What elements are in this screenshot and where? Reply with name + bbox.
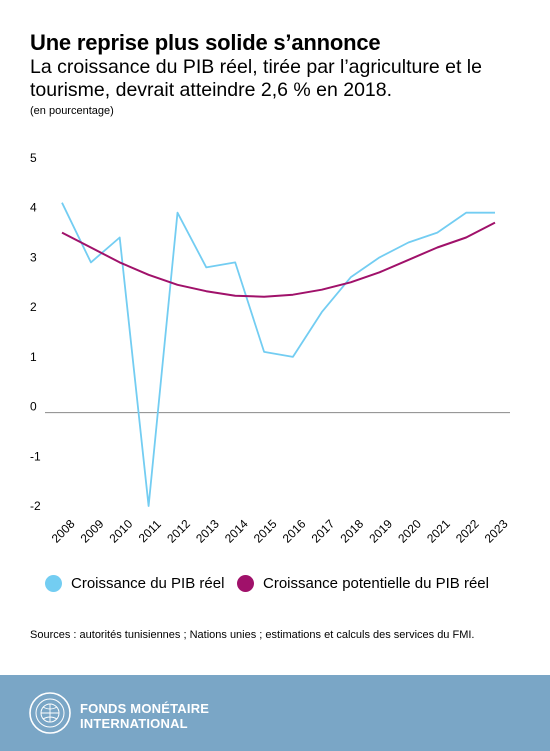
x-tick-label: 2009: [78, 517, 107, 546]
x-tick-label: 2016: [280, 517, 309, 546]
x-tick-label: 2012: [164, 517, 193, 546]
legend-swatch-real-gdp: [45, 575, 62, 592]
y-axis-ticks: 5 4 3 2 1 0 -1 -2: [30, 151, 41, 513]
y-tick-label: 4: [30, 201, 37, 215]
imf-seal-icon: [29, 692, 71, 734]
y-tick-label: 0: [30, 400, 37, 414]
x-tick-label: 2008: [49, 517, 78, 546]
x-tick-label: 2019: [366, 517, 395, 546]
series-line-potential-gdp: [61, 221, 496, 298]
x-tick-label: 2013: [193, 517, 222, 546]
y-tick-label: 1: [30, 350, 37, 364]
legend-swatch-potential-gdp: [237, 575, 254, 592]
chart-subtitle: La croissance du PIB réel, tirée par l’a…: [30, 56, 482, 101]
x-tick-label: 2023: [482, 517, 511, 546]
x-tick-label: 2018: [337, 517, 366, 546]
y-tick-label: 5: [30, 151, 37, 165]
imf-name-line1: FONDS MONÉTAIRE: [80, 701, 210, 716]
x-tick-label: 2011: [136, 517, 164, 545]
footer-bar: FONDS MONÉTAIRE INTERNATIONAL: [0, 675, 550, 751]
y-tick-label: -1: [30, 449, 41, 463]
legend-item-real-gdp: Croissance du PIB réel: [45, 575, 224, 592]
unit-label: (en pourcentage): [30, 105, 114, 117]
imf-name-line2: INTERNATIONAL: [80, 716, 188, 731]
x-tick-label: 2022: [453, 517, 482, 546]
source-note: Sources : autorités tunisiennes ; Nation…: [30, 629, 475, 641]
imf-name: FONDS MONÉTAIRE INTERNATIONAL: [80, 701, 209, 731]
series-lines: [61, 202, 496, 507]
x-axis-ticks: 2008 2009 2010 2011 2012 2013 2014 2015 2016 2017…: [49, 517, 511, 546]
x-tick-label: 2010: [107, 517, 136, 546]
x-tick-label: 2015: [251, 517, 280, 546]
y-tick-label: -2: [30, 499, 41, 513]
legend-label-potential-gdp: Croissance potentielle du PIB réel: [263, 575, 489, 592]
series-line-real-gdp: [61, 202, 495, 507]
x-tick-label: 2020: [395, 517, 424, 546]
legend-label-real-gdp: Croissance du PIB réel: [71, 575, 225, 592]
x-tick-label: 2014: [222, 517, 251, 546]
legend-item-potential-gdp: Croissance potentielle du PIB réel: [237, 575, 489, 592]
y-tick-label: 3: [30, 250, 37, 264]
x-tick-label: 2021: [424, 517, 453, 546]
y-tick-label: 2: [30, 300, 37, 314]
chart-title: Une reprise plus solide s’annonce: [30, 30, 381, 55]
x-tick-label: 2017: [309, 517, 338, 546]
